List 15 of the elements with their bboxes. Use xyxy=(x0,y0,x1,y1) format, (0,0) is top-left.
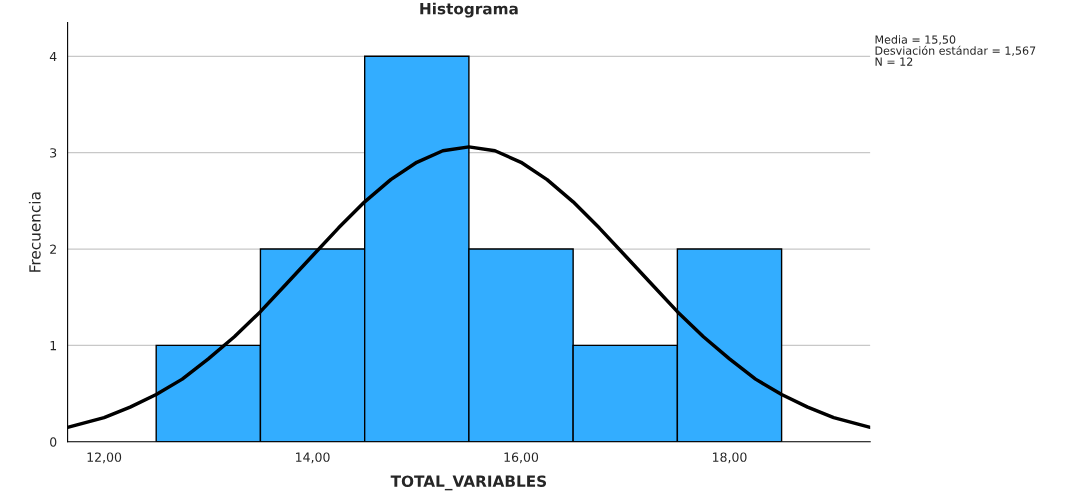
y-axis-title: Frecuencia xyxy=(28,192,41,272)
text: Media = 15,50 xyxy=(875,35,956,45)
y-tick-label: 3 xyxy=(50,148,57,158)
x-tick-label: 14,00 xyxy=(296,452,330,464)
y-tick-label: 1 xyxy=(50,341,57,351)
x-tick-label: 18,00 xyxy=(712,452,747,464)
chart-title: Histograma xyxy=(420,2,518,18)
x-tick-label: 12,00 xyxy=(87,452,122,464)
y-tick-label: 4 xyxy=(49,51,57,62)
text: Desviación estándar = 1,567 xyxy=(875,45,1036,56)
y-tick-label: 2 xyxy=(50,244,56,254)
y-tick-label: 0 xyxy=(50,437,57,447)
x-tick-label: 16,00 xyxy=(504,452,539,464)
text: N = 12 xyxy=(875,57,913,66)
x-axis-title: TOTAL_VARIABLES xyxy=(390,475,547,491)
